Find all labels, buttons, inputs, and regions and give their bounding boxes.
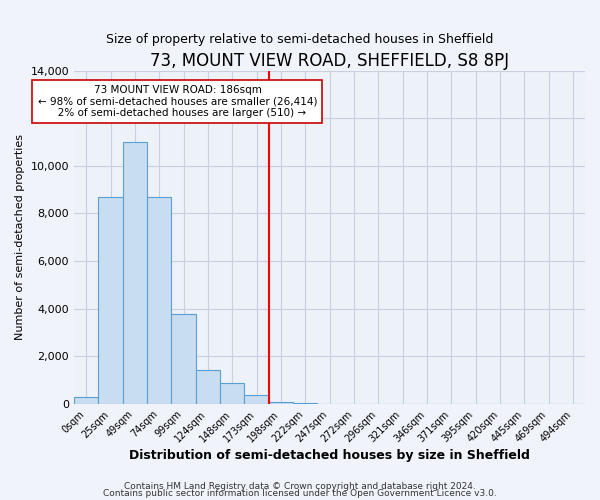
Text: 73 MOUNT VIEW ROAD: 186sqm
← 98% of semi-detached houses are smaller (26,414)
  : 73 MOUNT VIEW ROAD: 186sqm ← 98% of semi… [38, 85, 317, 118]
Text: Size of property relative to semi-detached houses in Sheffield: Size of property relative to semi-detach… [106, 32, 494, 46]
Bar [74, 397, 98, 404]
Bar [172, 314, 196, 404]
Bar [220, 382, 244, 404]
Bar [147, 197, 172, 404]
Title: 73, MOUNT VIEW ROAD, SHEFFIELD, S8 8PJ: 73, MOUNT VIEW ROAD, SHEFFIELD, S8 8PJ [150, 52, 509, 70]
Text: Contains HM Land Registry data © Crown copyright and database right 2024.: Contains HM Land Registry data © Crown c… [124, 482, 476, 491]
Y-axis label: Number of semi-detached properties: Number of semi-detached properties [15, 134, 25, 340]
Bar [293, 403, 317, 404]
Text: Contains public sector information licensed under the Open Government Licence v3: Contains public sector information licen… [103, 489, 497, 498]
Bar [244, 394, 269, 404]
Bar [98, 197, 123, 404]
Bar [269, 402, 293, 404]
Bar [196, 370, 220, 404]
X-axis label: Distribution of semi-detached houses by size in Sheffield: Distribution of semi-detached houses by … [129, 450, 530, 462]
Bar [123, 142, 147, 404]
